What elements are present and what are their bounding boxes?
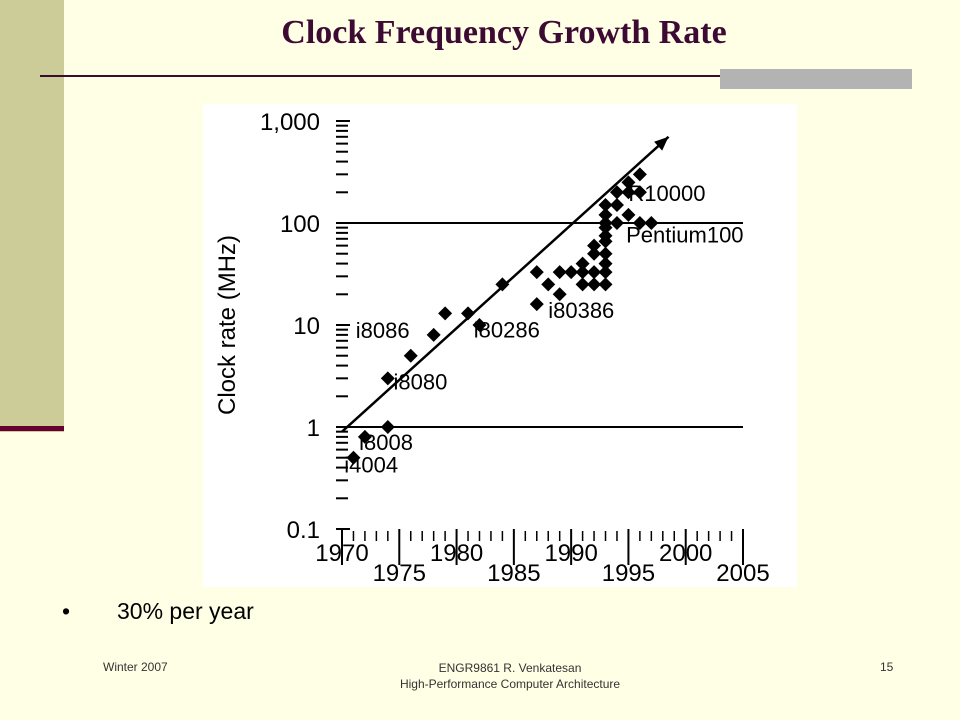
processor-label: i8008 <box>359 430 413 455</box>
data-point <box>644 216 659 230</box>
data-point <box>541 277 556 292</box>
data-point <box>609 185 624 200</box>
data-point <box>564 265 579 280</box>
data-point <box>587 265 602 280</box>
data-point <box>598 246 613 261</box>
x-tick-label: 1970 <box>315 540 368 567</box>
footer-course-line2: High-Performance Computer Architecture <box>399 677 621 691</box>
data-point <box>552 265 567 280</box>
x-tick-label: 1990 <box>544 540 597 567</box>
bullet-symbol: • <box>62 598 71 624</box>
data-point <box>598 198 613 213</box>
data-point <box>380 371 395 386</box>
data-point <box>598 207 613 222</box>
y-tick-label: 0.1 <box>287 517 320 544</box>
data-point <box>632 185 647 200</box>
data-point <box>403 348 418 363</box>
processor-label: i80386 <box>548 298 614 323</box>
data-point <box>621 185 636 200</box>
data-point <box>609 198 624 213</box>
footer-page-number: 15 <box>880 660 894 674</box>
x-tick-label: 1985 <box>487 560 540 587</box>
data-point <box>495 277 510 292</box>
y-tick-label: 1 <box>307 415 320 442</box>
data-point <box>529 265 544 280</box>
data-point <box>461 306 476 321</box>
data-point <box>575 277 590 292</box>
data-point <box>587 246 602 261</box>
data-point <box>621 207 636 222</box>
data-point <box>632 167 647 182</box>
data-point <box>346 450 361 465</box>
data-point <box>575 265 590 280</box>
data-point <box>575 256 590 271</box>
y-tick-label: 100 <box>280 211 320 238</box>
data-point <box>529 297 544 312</box>
bullet-text: 30% per year <box>117 598 254 624</box>
data-point <box>609 216 624 230</box>
data-point <box>621 175 636 190</box>
data-point <box>598 256 613 271</box>
data-points <box>346 167 659 465</box>
processor-label: i8086 <box>356 318 410 343</box>
trend-arrow-head <box>654 136 669 151</box>
left-accent-band-rule <box>0 426 64 431</box>
data-point <box>598 265 613 280</box>
y-tick-label: 1,000 <box>260 109 320 136</box>
data-point <box>587 238 602 253</box>
x-tick-label: 1995 <box>602 560 655 587</box>
processor-label: i80286 <box>474 318 540 343</box>
data-point <box>598 228 613 243</box>
left-accent-band <box>0 0 64 432</box>
title-accent-block <box>720 69 912 89</box>
data-point <box>598 277 613 292</box>
processor-label: R10000 <box>628 181 705 206</box>
y-tick-label: 10 <box>293 313 320 340</box>
reference-lines <box>342 222 743 428</box>
data-point <box>357 429 372 444</box>
x-tick-label: 2000 <box>659 540 712 567</box>
y-axis-label: Clock rate (MHz) <box>214 235 241 415</box>
data-point <box>598 216 613 230</box>
data-point <box>438 306 453 321</box>
data-point <box>380 420 395 434</box>
processor-label: i4004 <box>344 452 398 477</box>
footer-course-line1: ENGR9861 R. Venkatesan <box>438 661 582 675</box>
data-point <box>426 327 441 342</box>
data-point <box>632 216 647 230</box>
x-tick-label: 1980 <box>430 540 483 567</box>
processor-label: Pentium100 <box>626 223 743 248</box>
footer-date: Winter 2007 <box>103 660 168 674</box>
processor-label: i8080 <box>394 369 448 394</box>
slide-title: Clock Frequency Growth Rate <box>281 14 727 51</box>
x-tick-label: 1975 <box>373 560 426 587</box>
chart-panel: 1,000 100 10 1 0.1 1970 1980 1990 2000 1975 1985 19… <box>203 104 797 587</box>
data-point <box>472 318 487 332</box>
footer-course: ENGR9861 R. Venkatesan High-Performance … <box>360 660 660 692</box>
data-point <box>587 277 602 292</box>
data-point <box>552 287 567 302</box>
title-rule <box>40 75 912 77</box>
x-tick-label: 2005 <box>716 560 769 587</box>
